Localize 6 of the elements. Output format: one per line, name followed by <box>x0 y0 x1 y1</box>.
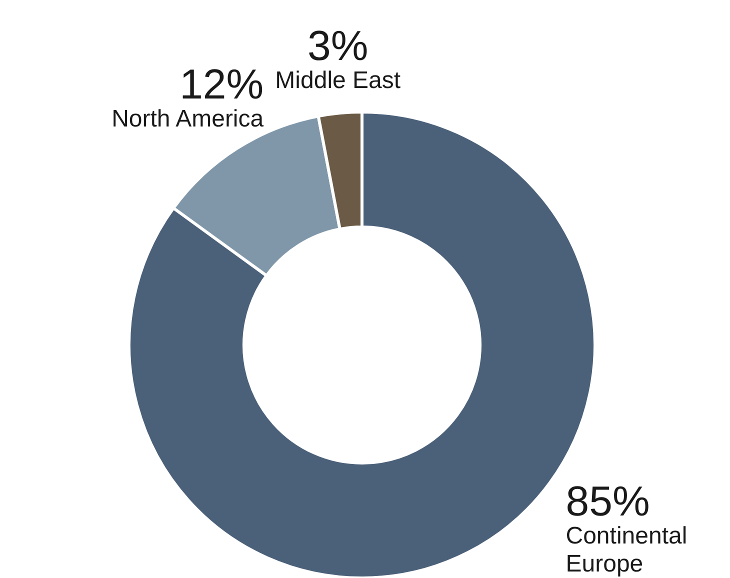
data-label: 3% <box>308 22 368 69</box>
slice-label: Middle East <box>275 66 401 94</box>
slice-label: Continental Europe <box>566 522 688 578</box>
data-label: 85% <box>566 477 650 524</box>
data-label: 12% <box>180 60 264 108</box>
slice-label: North America <box>112 106 264 133</box>
